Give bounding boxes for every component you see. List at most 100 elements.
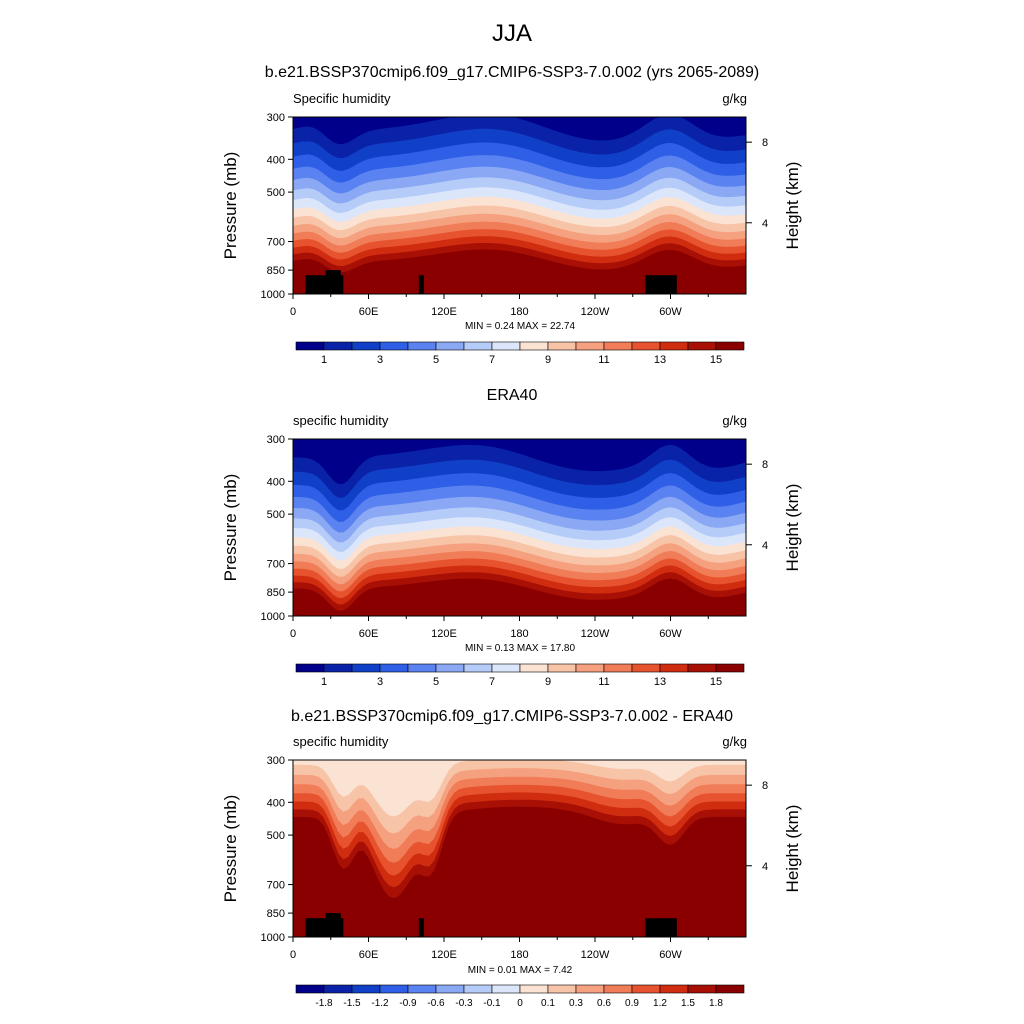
lon-tick-label: 60E [359,949,379,961]
topography-mask [645,918,677,937]
colorbar-label: -0.3 [455,998,473,1009]
topography-mask [325,913,335,937]
topography-mask [330,913,341,937]
panel-3-field [293,760,746,937]
pressure-tick-label: 500 [267,509,285,521]
colorbar-label: 9 [545,354,551,366]
colorbar-label: -0.9 [399,998,417,1009]
colorbar-label: 9 [545,676,551,688]
panel-2-title: ERA40 [486,387,538,404]
colorbar-swatch [379,663,409,673]
y-axis-label: Pressure (mb) [221,152,240,260]
panel-3-units: g/kg [722,734,747,749]
colorbar-swatch [435,663,465,673]
colorbar-swatch [687,663,717,673]
pressure-tick-label: 850 [267,587,285,599]
topography-mask [325,270,335,294]
colorbar-swatch [491,341,521,351]
colorbar-label: 0.1 [541,998,555,1009]
lon-tick-label: 120W [581,949,610,961]
colorbar-label: 15 [710,354,722,366]
colorbar-label: -0.1 [483,998,501,1009]
colorbar-label: 3 [377,676,383,688]
lon-tick-label: 60E [359,306,379,318]
colorbar-label: 5 [433,676,439,688]
panel-3-stats: MIN = 0.01 MAX = 7.42 [467,965,573,976]
pressure-tick-label: 500 [267,830,285,842]
colorbar-swatch [323,341,353,351]
height-tick-label: 8 [762,780,768,792]
panel-2-stats: MIN = 0.13 MAX = 17.80 [464,643,576,654]
colorbar-swatch [575,663,605,673]
panel-2-variable-label: specific humidity [293,413,389,428]
colorbar-label: -0.6 [427,998,445,1009]
colorbar-swatch [435,341,465,351]
colorbar-swatch [547,341,577,351]
colorbar-swatch [519,984,549,994]
lon-tick-label: 0 [290,949,296,961]
colorbar-label: 1.2 [653,998,667,1009]
colorbar-swatch [715,984,745,994]
colorbar-swatch [379,984,409,994]
topography-mask [330,270,341,294]
colorbar-swatch [659,663,689,673]
colorbar-swatch [407,984,437,994]
lon-tick-label: 0 [290,306,296,318]
y-axis-right-label: Height (km) [783,484,802,572]
topography-mask [418,275,424,294]
colorbar-swatch [435,984,465,994]
colorbar-label: -1.8 [315,998,333,1009]
colorbar-label: 1.5 [681,998,695,1009]
colorbar-swatch [715,341,745,351]
colorbar-label: 1 [321,676,327,688]
colorbar-swatch [491,663,521,673]
lon-tick-label: 120W [581,306,610,318]
lon-tick-label: 120E [431,628,457,640]
pressure-tick-label: 1000 [261,611,285,623]
colorbar-label: 15 [710,676,722,688]
lon-tick-label: 120E [431,949,457,961]
colorbar-swatch [407,663,437,673]
colorbar-swatch [463,984,493,994]
panel-1-variable-label: Specific humidity [293,91,391,106]
panel-1-field [293,117,746,294]
colorbar-label: -1.2 [371,998,389,1009]
colorbar-swatch [715,663,745,673]
pressure-tick-label: 700 [267,880,285,892]
panel-3-title: b.e21.BSSP370cmip6.f09_g17.CMIP6-SSP3-7.… [290,708,734,725]
colorbar-swatch [687,984,717,994]
lon-tick-label: 180 [510,306,528,318]
y-axis-label: Pressure (mb) [221,795,240,903]
y-axis-right-label: Height (km) [783,162,802,250]
panel-1-units: g/kg [722,91,747,106]
y-axis-right-label: Height (km) [783,805,802,893]
colorbar-label: 1 [321,354,327,366]
panel-2-units: g/kg [722,413,747,428]
lon-tick-label: 0 [290,628,296,640]
height-tick-label: 8 [762,137,768,149]
colorbar-swatch [603,663,633,673]
height-tick-label: 4 [762,861,768,873]
panel-2-field [293,439,746,616]
lon-tick-label: 60E [359,628,379,640]
pressure-tick-label: 400 [267,154,285,166]
colorbar-label: 5 [433,354,439,366]
colorbar-swatch [351,984,381,994]
colorbar-label: 7 [489,676,495,688]
panel-1-stats: MIN = 0.24 MAX = 22.74 [464,321,576,332]
colorbar-label: 1.8 [709,998,723,1009]
height-tick-label: 8 [762,459,768,471]
colorbar-label: 3 [377,354,383,366]
colorbar-label: 7 [489,354,495,366]
colorbar-swatch [323,984,353,994]
colorbar-swatch [603,984,633,994]
panel-3-variable-label: specific humidity [293,734,389,749]
lon-tick-label: 60W [659,628,682,640]
height-tick-label: 4 [762,540,768,552]
pressure-tick-label: 300 [267,755,285,767]
colorbar-swatch [519,341,549,351]
colorbar-swatch [351,341,381,351]
colorbar-swatch [603,341,633,351]
lon-tick-label: 60W [659,949,682,961]
